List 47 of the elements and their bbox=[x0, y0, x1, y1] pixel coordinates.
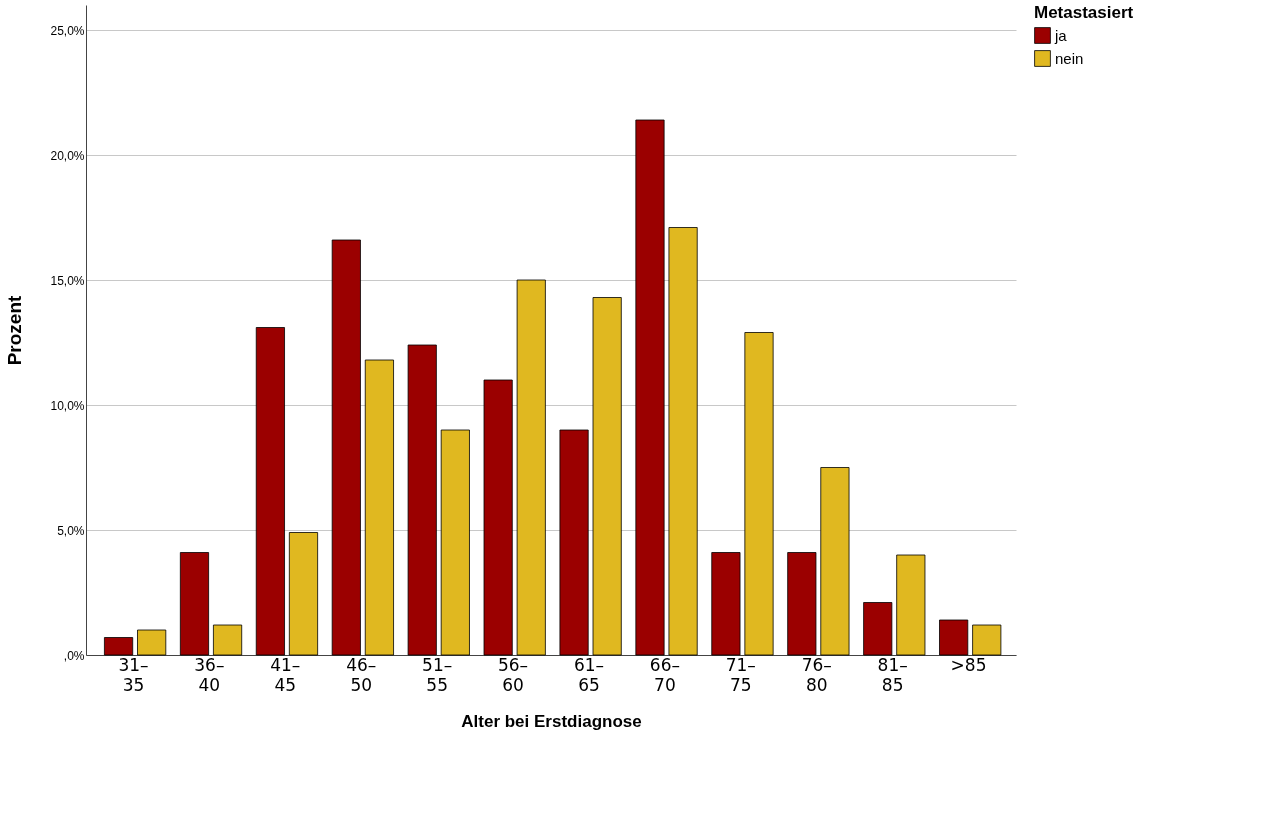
y-tick-label: 20,0% bbox=[50, 148, 85, 163]
bar bbox=[559, 429, 589, 656]
x-tick-label: 41–45 bbox=[270, 654, 301, 695]
x-tick-label: 81–85 bbox=[877, 654, 908, 695]
legend-label: nein bbox=[1055, 49, 1084, 67]
x-tick-label: 46–50 bbox=[346, 654, 377, 695]
bar bbox=[635, 119, 665, 656]
x-tick-label: 71–75 bbox=[725, 654, 756, 695]
x-tick-label: 36–40 bbox=[194, 654, 225, 695]
bar bbox=[255, 327, 285, 656]
x-tick-label: 66–70 bbox=[649, 654, 680, 695]
y-tick-label: 5,0% bbox=[57, 523, 85, 538]
y-tick-label: 10,0% bbox=[50, 398, 85, 413]
bar bbox=[972, 624, 1002, 656]
x-tick-label: 51–55 bbox=[422, 654, 453, 695]
bar bbox=[668, 227, 698, 656]
x-tick-label: >85 bbox=[950, 654, 987, 675]
y-tick-label: ,0% bbox=[63, 648, 85, 663]
legend-label: ja bbox=[1054, 26, 1068, 44]
bar bbox=[407, 344, 437, 656]
legend-title: Metastasiert bbox=[1034, 3, 1134, 22]
x-tick-label: 31–35 bbox=[118, 654, 149, 695]
bar bbox=[364, 359, 394, 656]
bar bbox=[104, 637, 134, 656]
bar bbox=[179, 552, 210, 656]
bar bbox=[213, 624, 243, 656]
y-axis-title: Prozent bbox=[4, 295, 26, 366]
x-tick-label: 56–60 bbox=[497, 654, 529, 695]
bar bbox=[592, 297, 622, 656]
bar bbox=[137, 629, 167, 656]
bar bbox=[896, 554, 926, 656]
x-axis-title: Alter bei Erstdiagnose bbox=[461, 711, 642, 731]
bar bbox=[483, 379, 513, 656]
y-tick-label: 15,0% bbox=[50, 273, 85, 288]
x-tick-label: 76–80 bbox=[801, 654, 832, 695]
bar bbox=[863, 602, 893, 656]
x-tick-label: 61–65 bbox=[573, 654, 605, 695]
bar bbox=[939, 619, 969, 656]
bar bbox=[744, 332, 774, 656]
bar bbox=[711, 552, 741, 656]
bar bbox=[440, 429, 470, 656]
y-tick-label: 25,0% bbox=[50, 23, 85, 38]
bar bbox=[516, 279, 546, 656]
bar bbox=[331, 239, 361, 656]
bar bbox=[288, 532, 319, 656]
bar bbox=[820, 467, 850, 656]
bar bbox=[787, 552, 817, 656]
